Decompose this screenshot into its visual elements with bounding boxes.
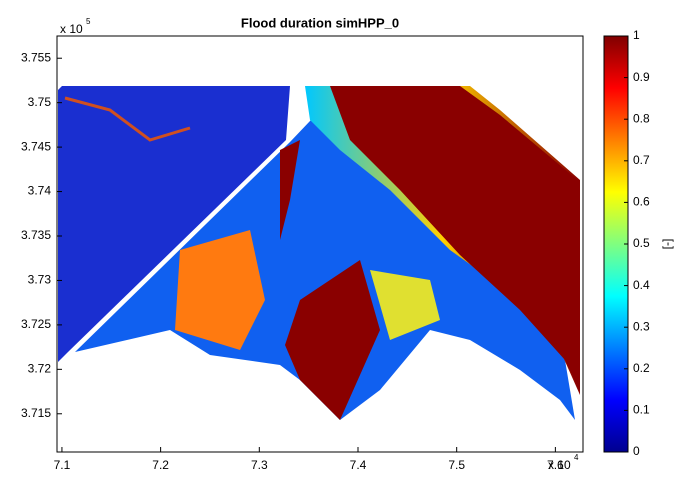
colorbar-tick-label: 0.7 bbox=[633, 153, 650, 167]
y-tick-label: 3.74 bbox=[28, 184, 52, 198]
colorbar-tick-label: 0 bbox=[633, 444, 640, 458]
y-multiplier: x 10 bbox=[60, 22, 83, 36]
colorbar-tick-label: 0.1 bbox=[633, 403, 650, 417]
x-tick-label: 7.6 bbox=[547, 458, 564, 472]
x-tick-label: 7.3 bbox=[251, 458, 268, 472]
y-exponent: 5 bbox=[86, 17, 91, 26]
colorbar-tick-label: 0.8 bbox=[633, 111, 650, 125]
y-tick-label: 3.715 bbox=[21, 406, 51, 420]
map-image bbox=[57, 36, 583, 452]
colorbar-tick-label: 0.3 bbox=[633, 319, 650, 333]
colorbar-tick-label: 0.6 bbox=[633, 195, 650, 209]
colorbar-tick-label: 0.2 bbox=[633, 361, 650, 375]
x-exponent: 4 bbox=[574, 453, 579, 462]
y-tick-label: 3.745 bbox=[21, 139, 51, 153]
y-tick-label: 3.72 bbox=[28, 362, 52, 376]
y-tick-label: 3.725 bbox=[21, 317, 51, 331]
x-tick-label: 7.1 bbox=[54, 458, 71, 472]
y-tick-label: 3.75 bbox=[28, 95, 52, 109]
colorbar-tick-label: 1 bbox=[633, 28, 640, 42]
y-tick-label: 3.735 bbox=[21, 228, 51, 242]
chart: Flood duration simHPP_0 x 10 5 x 10 4 [-… bbox=[0, 0, 685, 495]
colorbar-label: [-] bbox=[660, 239, 674, 250]
x-tick-label: 7.5 bbox=[448, 458, 465, 472]
x-tick-label: 7.2 bbox=[152, 458, 169, 472]
colorbar-tick-label: 0.4 bbox=[633, 278, 650, 292]
x-tick-label: 7.4 bbox=[350, 458, 367, 472]
colorbar-tick-label: 0.5 bbox=[633, 236, 650, 250]
chart-title: Flood duration simHPP_0 bbox=[241, 15, 399, 30]
y-tick-label: 3.755 bbox=[21, 50, 51, 64]
y-tick-label: 3.73 bbox=[28, 273, 52, 287]
colorbar-tick-label: 0.9 bbox=[633, 70, 650, 84]
